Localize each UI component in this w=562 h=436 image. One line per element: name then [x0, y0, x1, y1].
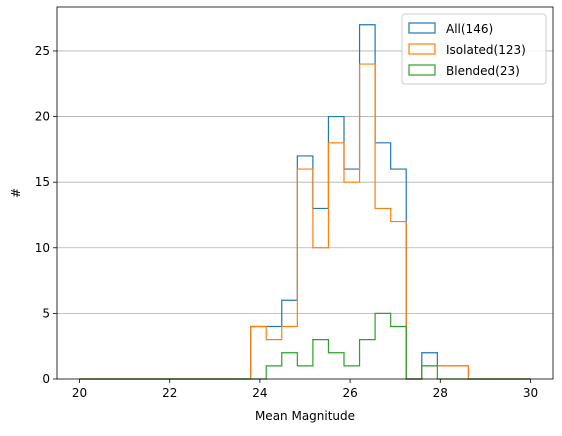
- legend-box: [401, 13, 547, 85]
- y-axis-ticks: 0 5 10 15 20 25: [35, 44, 57, 386]
- x-tick-label: 20: [72, 386, 87, 400]
- y-tick-label: 5: [42, 306, 50, 320]
- x-tick-label: 22: [162, 386, 177, 400]
- y-tick-label: 10: [35, 241, 50, 255]
- x-tick-label: 26: [342, 386, 357, 400]
- x-tick-label: 28: [433, 386, 448, 400]
- axes: [56, 6, 554, 380]
- y-axis-label: #: [9, 188, 23, 198]
- plot-frame: [56, 6, 554, 380]
- legend-swatch: [408, 22, 436, 34]
- y-tick-label: 20: [35, 110, 50, 124]
- x-axis-ticks: 20 22 24 26 28 30: [72, 379, 538, 400]
- y-tick-label: 25: [35, 44, 50, 58]
- y-tick-label: 0: [42, 372, 50, 386]
- x-axis-label: Mean Magnitude: [255, 409, 355, 423]
- x-tick-label: 24: [252, 386, 267, 400]
- x-tick-label: 30: [523, 386, 538, 400]
- legend: All(146) Isolated(123) Blended(23): [401, 13, 547, 85]
- legend-label: Isolated(123): [446, 43, 526, 57]
- grid-lines: [57, 50, 553, 314]
- legend-label: Blended(23): [446, 64, 520, 78]
- y-tick-label: 15: [35, 175, 50, 189]
- legend-label: All(146): [446, 22, 493, 36]
- legend-swatch: [408, 43, 436, 55]
- legend-swatch: [408, 64, 436, 76]
